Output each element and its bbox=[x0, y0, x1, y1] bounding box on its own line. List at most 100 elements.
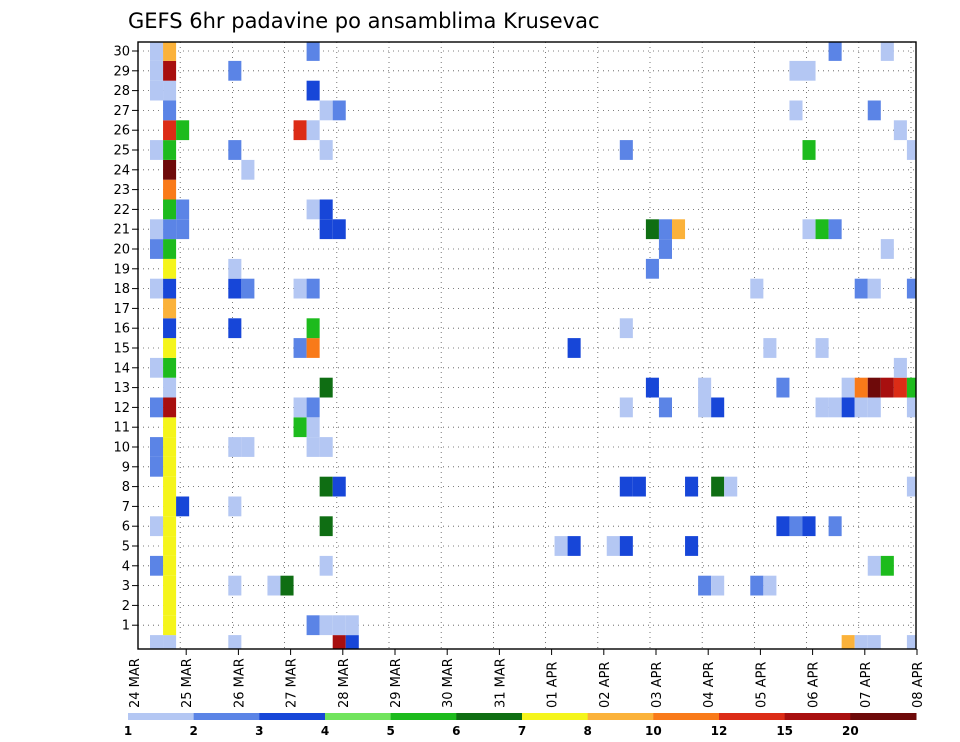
heatmap-cell bbox=[332, 635, 346, 649]
heatmap-cell bbox=[698, 377, 712, 398]
x-tick-label: 04 APR bbox=[702, 662, 717, 708]
y-tick-label: 21 bbox=[113, 223, 130, 238]
heatmap-cell bbox=[906, 377, 916, 398]
heatmap-cell bbox=[306, 437, 320, 457]
y-tick-label: 2 bbox=[122, 599, 130, 614]
heatmap-cell bbox=[906, 278, 916, 299]
heatmap-cell bbox=[228, 437, 242, 457]
y-tick-label: 5 bbox=[122, 540, 130, 555]
heatmap-cell bbox=[241, 159, 255, 180]
heatmap-cell bbox=[658, 219, 672, 240]
heatmap-cell bbox=[685, 536, 699, 556]
heatmap-cell bbox=[906, 476, 916, 497]
heatmap-cell bbox=[150, 635, 164, 649]
colorbar-swatch bbox=[456, 713, 523, 720]
heatmap-cell bbox=[854, 635, 868, 649]
x-axis: 24 MAR 25 MAR 26 MAR 27 MAR 28 MAR 29 MAR 30 M… bbox=[128, 649, 926, 708]
heatmap-cell bbox=[293, 120, 307, 141]
heatmap-cell bbox=[228, 318, 242, 339]
heatmap-cell bbox=[698, 397, 712, 418]
heatmap-cell bbox=[763, 338, 777, 358]
heatmap-cell bbox=[163, 377, 177, 398]
colorbar-label: 1 bbox=[124, 724, 132, 738]
colorbar-swatch bbox=[259, 713, 326, 720]
y-tick-label: 23 bbox=[113, 183, 130, 198]
heatmap-cell bbox=[228, 258, 242, 279]
y-tick-label: 26 bbox=[113, 124, 130, 139]
y-tick-label: 29 bbox=[113, 64, 130, 79]
heatmap-cell bbox=[293, 278, 307, 299]
heatmap-cell bbox=[293, 417, 307, 438]
colorbar-swatch bbox=[522, 713, 589, 720]
colorbar-label: 3 bbox=[255, 724, 263, 738]
heatmap-cell bbox=[228, 575, 242, 596]
heatmap-cell bbox=[150, 516, 164, 537]
heatmap-cell bbox=[802, 516, 816, 537]
heatmap-cell bbox=[176, 199, 190, 220]
y-tick-label: 7 bbox=[122, 500, 130, 515]
heatmap-cell bbox=[163, 476, 177, 497]
x-tick-label: 26 MAR bbox=[232, 658, 247, 708]
heatmap-cell bbox=[150, 219, 164, 240]
heatmap-cell bbox=[241, 278, 255, 299]
y-tick-label: 9 bbox=[122, 460, 130, 475]
heatmap-cell bbox=[893, 357, 907, 378]
colorbar-label: 10 bbox=[645, 724, 662, 738]
y-tick-label: 13 bbox=[113, 381, 130, 396]
chart-title: GEFS 6hr padavine po ansamblima Krusevac bbox=[128, 9, 600, 33]
heatmap-cell bbox=[163, 42, 177, 61]
heatmap-cell bbox=[163, 199, 177, 220]
heatmap-cell bbox=[802, 219, 816, 240]
y-tick-label: 1 bbox=[122, 619, 130, 634]
heatmap-cell bbox=[150, 397, 164, 418]
x-tick-label: 06 APR bbox=[807, 662, 822, 708]
heatmap-cell bbox=[306, 278, 320, 299]
heatmap-cell bbox=[163, 219, 177, 240]
heatmap-cell bbox=[163, 318, 177, 339]
heatmap-cell bbox=[163, 100, 177, 121]
colorbar-label: 5 bbox=[386, 724, 394, 738]
y-tick-label: 22 bbox=[113, 203, 130, 218]
heatmap-cell bbox=[163, 615, 177, 636]
y-tick-label: 14 bbox=[113, 361, 130, 376]
y-tick-label: 6 bbox=[122, 520, 130, 535]
heatmap-cell bbox=[319, 476, 333, 497]
heatmap-cell bbox=[711, 476, 725, 497]
y-tick-label: 11 bbox=[113, 421, 130, 436]
heatmap-cell bbox=[319, 516, 333, 537]
heatmap-cell bbox=[150, 42, 164, 61]
heatmap-cell bbox=[306, 338, 320, 358]
x-tick-label: 05 APR bbox=[754, 662, 769, 708]
heatmap-cell bbox=[880, 239, 894, 259]
x-tick-label: 28 MAR bbox=[337, 658, 352, 708]
y-tick-label: 19 bbox=[113, 262, 130, 277]
x-tick-label: 29 MAR bbox=[389, 658, 404, 708]
heatmap-cell bbox=[163, 298, 177, 319]
grid-lines bbox=[138, 42, 916, 649]
y-axis: 1234567891011121314151617181920212223242… bbox=[113, 45, 138, 634]
heatmap-cell bbox=[241, 437, 255, 457]
y-tick-label: 18 bbox=[113, 282, 130, 297]
x-tick-label: 31 MAR bbox=[493, 658, 508, 708]
heatmap-cell bbox=[319, 437, 333, 457]
heatmap-cell bbox=[906, 635, 916, 649]
heatmap-cell bbox=[150, 437, 164, 457]
heatmap-cell bbox=[228, 60, 242, 81]
heatmap-cell bbox=[815, 338, 829, 358]
heatmap-cells bbox=[150, 42, 916, 649]
colorbar-swatch bbox=[719, 713, 786, 720]
heatmap-cell bbox=[306, 318, 320, 339]
x-tick-label: 24 MAR bbox=[128, 658, 143, 708]
heatmap-cell bbox=[306, 120, 320, 141]
heatmap-cell bbox=[163, 456, 177, 477]
y-tick-label: 8 bbox=[122, 480, 130, 495]
colorbar-label: 8 bbox=[583, 724, 591, 738]
colorbar-swatch bbox=[653, 713, 720, 720]
heatmap-cell bbox=[306, 417, 320, 438]
colorbar-label: 20 bbox=[842, 724, 859, 738]
x-tick-label: 25 MAR bbox=[180, 658, 195, 708]
heatmap-cell bbox=[319, 377, 333, 398]
heatmap-cell bbox=[150, 555, 164, 576]
heatmap-cell bbox=[306, 397, 320, 418]
